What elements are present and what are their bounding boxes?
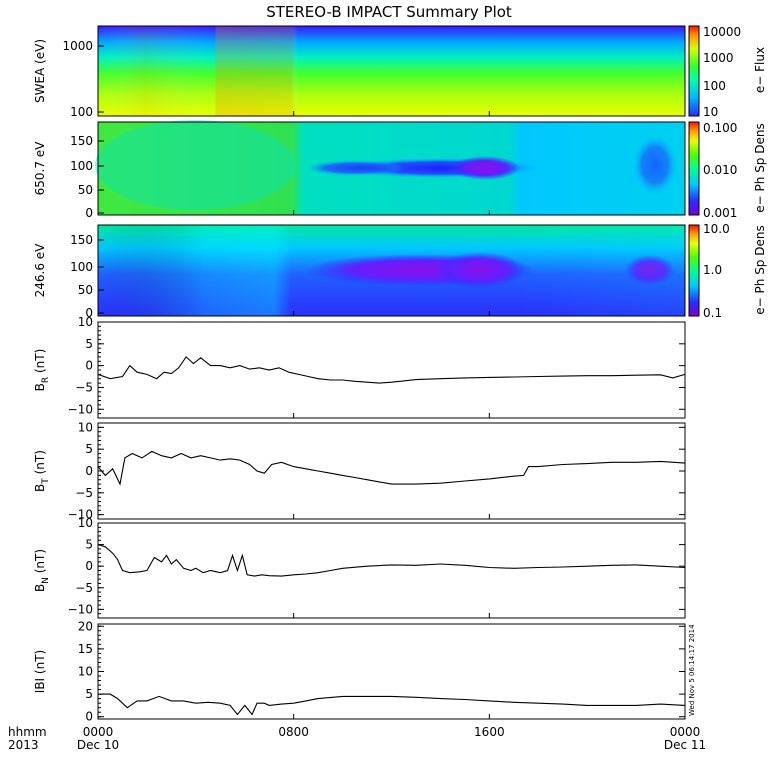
panel-4-ytick-label: −10 (68, 402, 93, 416)
panel-6-ytick-label: 0 (85, 559, 93, 573)
panel-3-ytick-label: 0 (85, 306, 93, 320)
colorbar-2-tick: 0.010 (703, 163, 737, 177)
panel-2-ylabel: 650.7 eV (33, 141, 47, 196)
panel-6-ytick-label: −5 (75, 581, 93, 595)
panel-1-ylabel: SWEA (eV) (33, 39, 47, 103)
panel-3-ytick-label: 150 (70, 233, 93, 247)
xtick-label-time: 1600 (474, 725, 505, 739)
panel-7-ytick-label: 5 (85, 687, 93, 701)
panel-7-ytick-label: 15 (78, 642, 93, 656)
panel-4-ylabel: BR (nT) (33, 349, 51, 392)
panel-4-frame (97, 321, 686, 419)
colorbar-2-tick: 0.001 (703, 206, 737, 220)
panel-2-ytick-label: 50 (78, 183, 93, 197)
panel-5-ytick-label: 0 (85, 464, 93, 478)
panel-4-ytick-label: −5 (75, 380, 93, 394)
panel-6-ytick-label: 5 (85, 538, 93, 552)
panel-5-ytick-label: −10 (68, 508, 93, 522)
colorbar-3-tick: 0.1 (703, 306, 722, 320)
panel-4-ytick-label: 5 (85, 337, 93, 351)
panel-5-ytick-label: 10 (78, 420, 93, 434)
colorbar-flux (688, 25, 700, 117)
panel-1-ytick-label: 100 (70, 105, 93, 119)
panel-5-ytick-label: −5 (75, 486, 93, 500)
xtick-label-date: Dec 10 (77, 738, 119, 752)
colorbar-1-label: e− Flux (753, 47, 767, 93)
xtick-label-time: 0000 (83, 725, 114, 739)
panel-3-ytick-label: 100 (70, 260, 93, 274)
heatmap-246eV (97, 224, 686, 317)
panel-4-ytick-label: 0 (85, 359, 93, 373)
panel-7-series-line (98, 693, 686, 716)
panel-5-frame (97, 422, 686, 520)
colorbar-1-tick: 10 (703, 105, 718, 119)
panel-3-ylabel: 246.6 eV (33, 243, 47, 298)
panel-2-ytick-label: 0 (85, 206, 93, 220)
panel-2-ytick-label: 100 (70, 159, 93, 173)
colorbar-3-label: e− Ph Sp Dens (753, 225, 767, 314)
colorbar-2-tick: 0.100 (703, 121, 737, 135)
colorbar-1-tick: 100 (703, 79, 726, 93)
colorbar-650 (688, 121, 700, 216)
xtick-label-time: 0000 (670, 725, 701, 739)
panel-6-series-line (97, 544, 686, 577)
panel-7-ytick-label: 10 (78, 665, 93, 679)
panel-7-ylabel: IBI (nT) (33, 650, 47, 693)
plot-title: STEREO-B IMPACT Summary Plot (266, 3, 512, 21)
corner-label-hhmm: hhmm (8, 725, 47, 739)
panel-6-ylabel: BN (nT) (33, 549, 51, 592)
colorbar-2-label: e− Ph Sp Dens (753, 123, 767, 212)
heatmap-swea (97, 25, 686, 117)
panel-7-frame (97, 623, 686, 720)
panel-4-series-line (97, 356, 686, 384)
panel-1-ytick-label: 1000 (62, 39, 93, 53)
panel-5-ylabel: BT (nT) (33, 450, 51, 492)
corner-label-year: 2013 (8, 738, 39, 752)
colorbar-3-tick: 10.0 (703, 222, 730, 236)
panel-5-series-line (97, 450, 686, 486)
panel-7-ytick-label: 20 (78, 619, 93, 633)
panel-6-ytick-label: −10 (68, 602, 93, 616)
panel-6-frame (97, 522, 686, 619)
colorbar-1-tick: 1000 (703, 51, 734, 65)
panel-4-ytick-label: 10 (78, 315, 93, 329)
colorbar-246 (688, 224, 700, 317)
panel-2-ytick-label: 150 (70, 134, 93, 148)
colorbar-3-tick: 1.0 (703, 263, 722, 277)
panel-7-ytick-label: 0 (85, 710, 93, 724)
panel-3-ytick-label: 50 (78, 283, 93, 297)
panel-6-ytick-label: 10 (78, 516, 93, 530)
heatmap-650eV (95, 120, 686, 216)
xtick-label-time: 0800 (278, 725, 309, 739)
colorbar-1-tick: 10000 (703, 25, 741, 39)
panel-5-ytick-label: 5 (85, 442, 93, 456)
xtick-label-date: Dec 11 (664, 738, 706, 752)
generation-timestamp: Wed Nov 5 06:14:17 2014 (688, 624, 696, 716)
